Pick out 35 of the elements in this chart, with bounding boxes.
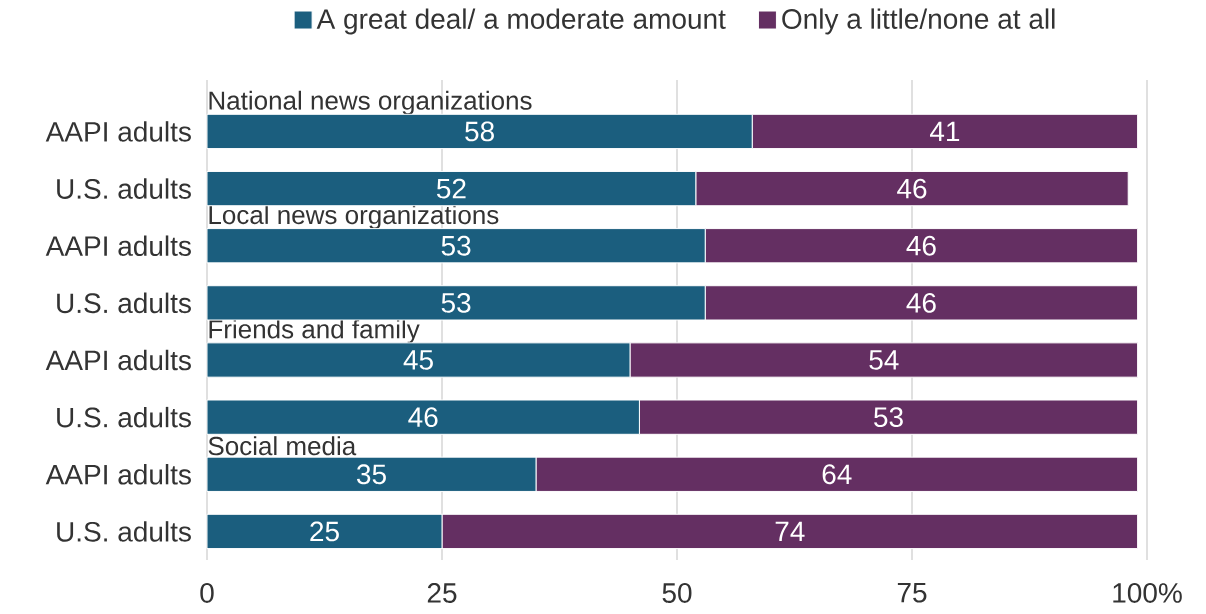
y-tick-label: U.S. adults [57, 406, 191, 428]
data-label: 53 [441, 292, 471, 313]
data-label: 54 [869, 350, 899, 370]
legend-label: Only a little/none at all [782, 8, 1055, 35]
y-tick-label: U.S. adults [57, 521, 191, 542]
data-label: 52 [436, 178, 466, 199]
x-tick-label: 0 [200, 583, 214, 603]
x-tick-label: 75 [897, 583, 927, 603]
data-label: 58 [465, 121, 494, 142]
data-label: 45 [403, 350, 433, 370]
data-label: 35 [356, 464, 386, 485]
data-label: 53 [441, 235, 471, 256]
data-label: 74 [775, 521, 805, 542]
y-tick-label: U.S. adults [57, 292, 191, 314]
legend-label: A great deal/ a moderate amount [316, 8, 726, 35]
y-tick-label: AAPI adults [45, 121, 191, 142]
annotation: National news organizations [209, 90, 532, 115]
y-tick-label: AAPI adults [45, 235, 191, 257]
data-label: 46 [408, 407, 438, 428]
annotation: Local news organizations [209, 205, 499, 230]
annotation: Social media [208, 436, 357, 456]
y-tick-label: U.S. adults [57, 178, 191, 199]
data-label: 46 [906, 292, 936, 313]
data-label: 41 [930, 121, 960, 142]
x-tick-label: 100% [1113, 583, 1182, 603]
y-tick-label: AAPI adults [45, 349, 191, 371]
y-tick-label: AAPI adults [45, 464, 191, 485]
x-tick-label: 25 [427, 583, 457, 603]
data-label: 46 [897, 178, 927, 199]
data-label: 46 [906, 235, 936, 256]
data-label: 64 [822, 464, 852, 485]
data-label: 53 [874, 407, 903, 428]
annotation: Friends and family [209, 319, 420, 344]
x-tick-label: 50 [662, 583, 692, 603]
data-label: 25 [310, 521, 339, 542]
